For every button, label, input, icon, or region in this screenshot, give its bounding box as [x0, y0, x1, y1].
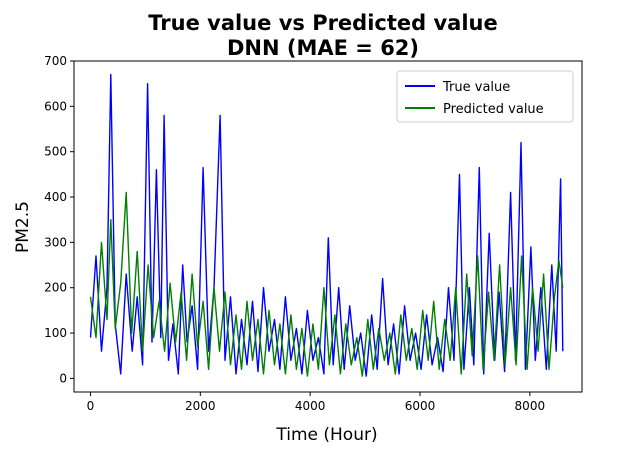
chart-title: True value vs Predicted value	[148, 11, 497, 35]
y-tick-label: 0	[59, 371, 67, 385]
y-tick-label: 100	[44, 326, 67, 340]
series-line-true-value	[89, 73, 564, 377]
x-tick-label: 6000	[405, 399, 436, 413]
x-tick-label: 8000	[515, 399, 546, 413]
y-tick-label: 700	[44, 54, 67, 68]
chart-subtitle: DNN (MAE = 62)	[227, 36, 419, 60]
legend: True value Predicted value	[396, 70, 574, 123]
legend-label: Predicted value	[443, 102, 544, 117]
y-tick-label: 200	[44, 281, 67, 295]
y-tick-label: 500	[44, 145, 67, 159]
plot-frame	[73, 60, 583, 393]
y-tick-label: 400	[44, 190, 67, 204]
x-tick-label: 2000	[185, 399, 216, 413]
x-tick-label: 4000	[295, 399, 326, 413]
series-line-predicted-value	[89, 191, 564, 377]
legend-box	[396, 70, 574, 123]
y-axis-label: PM2.5	[13, 201, 33, 253]
x-axis-label: Time (Hour)	[275, 425, 377, 445]
y-tick-label: 300	[44, 235, 67, 249]
legend-label: True value	[442, 80, 510, 95]
y-tick-label: 600	[44, 99, 67, 113]
x-tick-label: 0	[87, 399, 95, 413]
axes: 0 2000 4000 6000 8000 0 100 200 300 400 500 600 700	[44, 54, 583, 413]
plot-area	[89, 73, 564, 377]
